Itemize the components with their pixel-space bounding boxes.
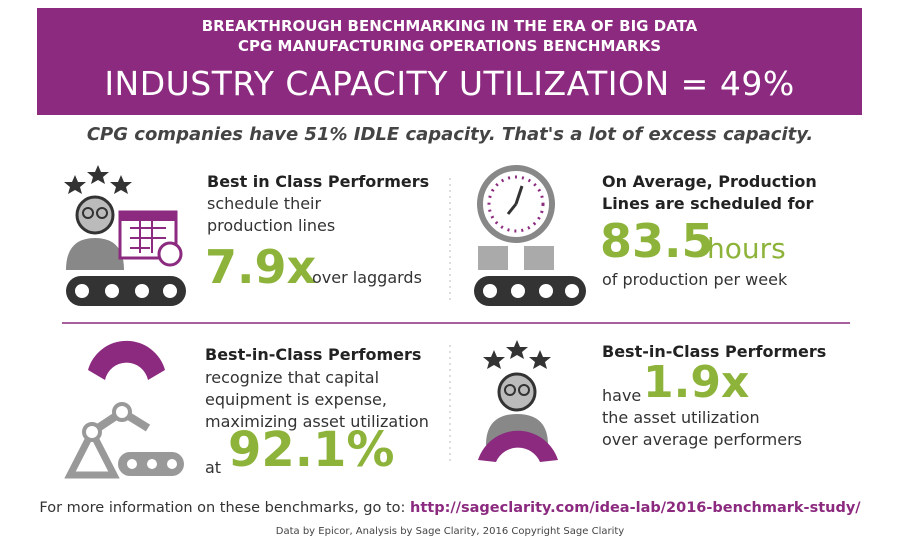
panel-text: over average performers	[602, 430, 802, 449]
footer-prefix: For more information on these benchmarks…	[39, 500, 406, 516]
footer-line: For more information on these benchmarks…	[0, 500, 900, 516]
panel-text: the asset utilization	[602, 408, 760, 427]
panel-heading: Best-in-Class Performers	[602, 342, 827, 361]
icon-performer	[478, 340, 558, 462]
panel-text: schedule their	[207, 194, 322, 213]
panel-text: of production per week	[602, 270, 788, 289]
panel-text: over laggards	[312, 268, 422, 287]
panel-heading: On Average, Production	[602, 172, 817, 191]
panel-text: recognize that capital	[205, 368, 380, 387]
panel-text: production lines	[207, 216, 336, 235]
icon-scheduler	[64, 165, 186, 306]
panel-text: at	[205, 458, 222, 477]
panel-heading: Best in Class Performers	[207, 172, 430, 191]
panel-heading: Lines are scheduled for	[602, 194, 814, 213]
header-banner: BREAKTHROUGH BENCHMARKING IN THE ERA OF …	[37, 8, 862, 115]
panel-stat: 1.9x	[643, 357, 750, 408]
header-line: CPG MANUFACTURING OPERATIONS BENCHMARKS	[237, 37, 662, 55]
icon-robot-arm	[64, 340, 184, 479]
panel-text: equipment is expense,	[205, 390, 387, 409]
subtitle: CPG companies have 51% IDLE capacity. Th…	[86, 124, 814, 145]
header-line: BREAKTHROUGH BENCHMARKING IN THE ERA OF …	[201, 17, 698, 35]
panel-stat: 92.1%	[228, 422, 395, 478]
footer-link[interactable]: http://sageclarity.com/idea-lab/2016-ben…	[410, 500, 861, 516]
panel-stat: 83.5	[600, 214, 714, 268]
panel-unit: hours	[707, 232, 786, 265]
panel-heading: Best-in-Class Perfomers	[205, 345, 422, 364]
panel-text: have	[602, 386, 642, 405]
headline: INDUSTRY CAPACITY UTILIZATION = 49%	[104, 64, 795, 103]
icon-clock	[474, 165, 586, 306]
panel-stat: 7.9x	[205, 240, 317, 294]
footer-credit: Data by Epicor, Analysis by Sage Clarity…	[275, 526, 625, 537]
panel-text: maximizing asset utilization	[205, 412, 429, 431]
